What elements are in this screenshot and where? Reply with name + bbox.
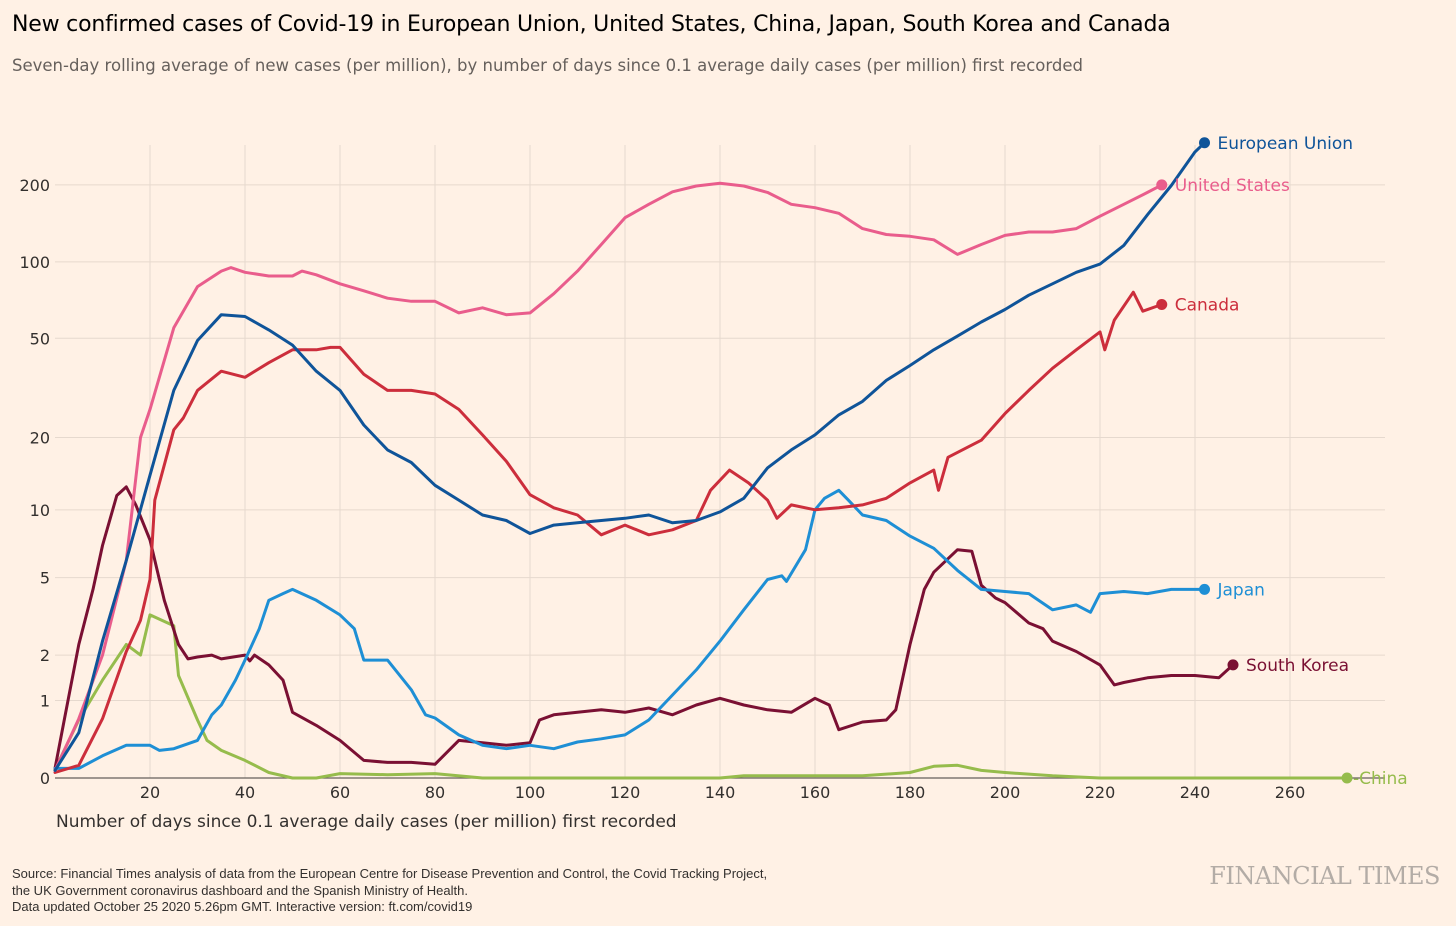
y-tick-label: 2: [40, 646, 50, 665]
x-tick-label: 180: [895, 783, 926, 802]
y-tick-label: 100: [19, 253, 50, 272]
x-tick-label: 260: [1275, 783, 1306, 802]
series-label-japan: Japan: [1217, 580, 1265, 600]
series-end-dot-united-states: [1156, 179, 1168, 191]
y-tick-label: 200: [19, 176, 50, 195]
series-label-canada: Canada: [1175, 295, 1240, 315]
series-line-japan: [53, 488, 1206, 770]
x-tick-label: 220: [1085, 783, 1116, 802]
series-end-dot-european-union: [1199, 137, 1210, 149]
ft-logo: FINANCIAL TIMES: [1209, 862, 1440, 890]
series-label-european-union: European Union: [1218, 134, 1354, 154]
y-tick-label: 50: [30, 329, 50, 348]
y-tick-label: 0: [40, 769, 50, 788]
x-tick-label: 120: [610, 783, 641, 802]
x-tick-label: 100: [515, 783, 546, 802]
series-line-south-korea: [53, 485, 1235, 770]
series-label-south-korea: South Korea: [1246, 656, 1349, 676]
series-line-united-states: [53, 181, 1164, 772]
series-end-dot-china: [1341, 772, 1353, 784]
series-end-dot-south-korea: [1227, 659, 1239, 671]
series-line-european-union: [53, 141, 1206, 772]
series-labels: -China South Korea Japan Canada United State…: [1156, 134, 1408, 789]
series-line-canada: [53, 290, 1164, 774]
y-tick-label: 1: [40, 691, 50, 710]
axis-ticks: 0 1 2 5 10 20 50 100 200 20 40 60 80 100 120 140 160 180 2…: [19, 176, 1305, 802]
gridlines: [55, 145, 1385, 779]
x-tick-label: 240: [1180, 783, 1211, 802]
series-label-united-states: United States: [1175, 176, 1290, 196]
series-label-china: -China: [1353, 769, 1408, 789]
source-line: Data updated October 25 2020 5.26pm GMT.…: [12, 899, 473, 914]
x-tick-label: 60: [330, 783, 350, 802]
chart-subtitle: Seven-day rolling average of new cases (…: [12, 56, 1083, 75]
series-line-china: [53, 613, 1349, 780]
x-tick-label: 40: [235, 783, 255, 802]
x-tick-label: 80: [425, 783, 445, 802]
source-line: the UK Government coronavirus dashboard …: [12, 882, 468, 898]
series-lines: [53, 141, 1349, 780]
y-tick-label: 10: [30, 501, 50, 520]
series-end-dot-canada: [1156, 298, 1168, 310]
x-tick-label: 200: [990, 783, 1021, 802]
x-axis-label: Number of days since 0.1 average daily c…: [56, 812, 677, 832]
x-tick-label: 140: [705, 783, 736, 802]
source-line: Source: Financial Times analysis of data…: [12, 866, 768, 881]
x-tick-label: 20: [140, 783, 160, 802]
y-tick-label: 20: [30, 429, 50, 448]
source-note: Source: Financial Times analysis of data…: [12, 866, 767, 916]
chart-title: New confirmed cases of Covid-19 in Europ…: [12, 12, 1171, 37]
x-tick-label: 160: [800, 783, 831, 802]
series-end-dot-japan: [1199, 583, 1210, 595]
y-tick-label: 5: [40, 569, 50, 588]
